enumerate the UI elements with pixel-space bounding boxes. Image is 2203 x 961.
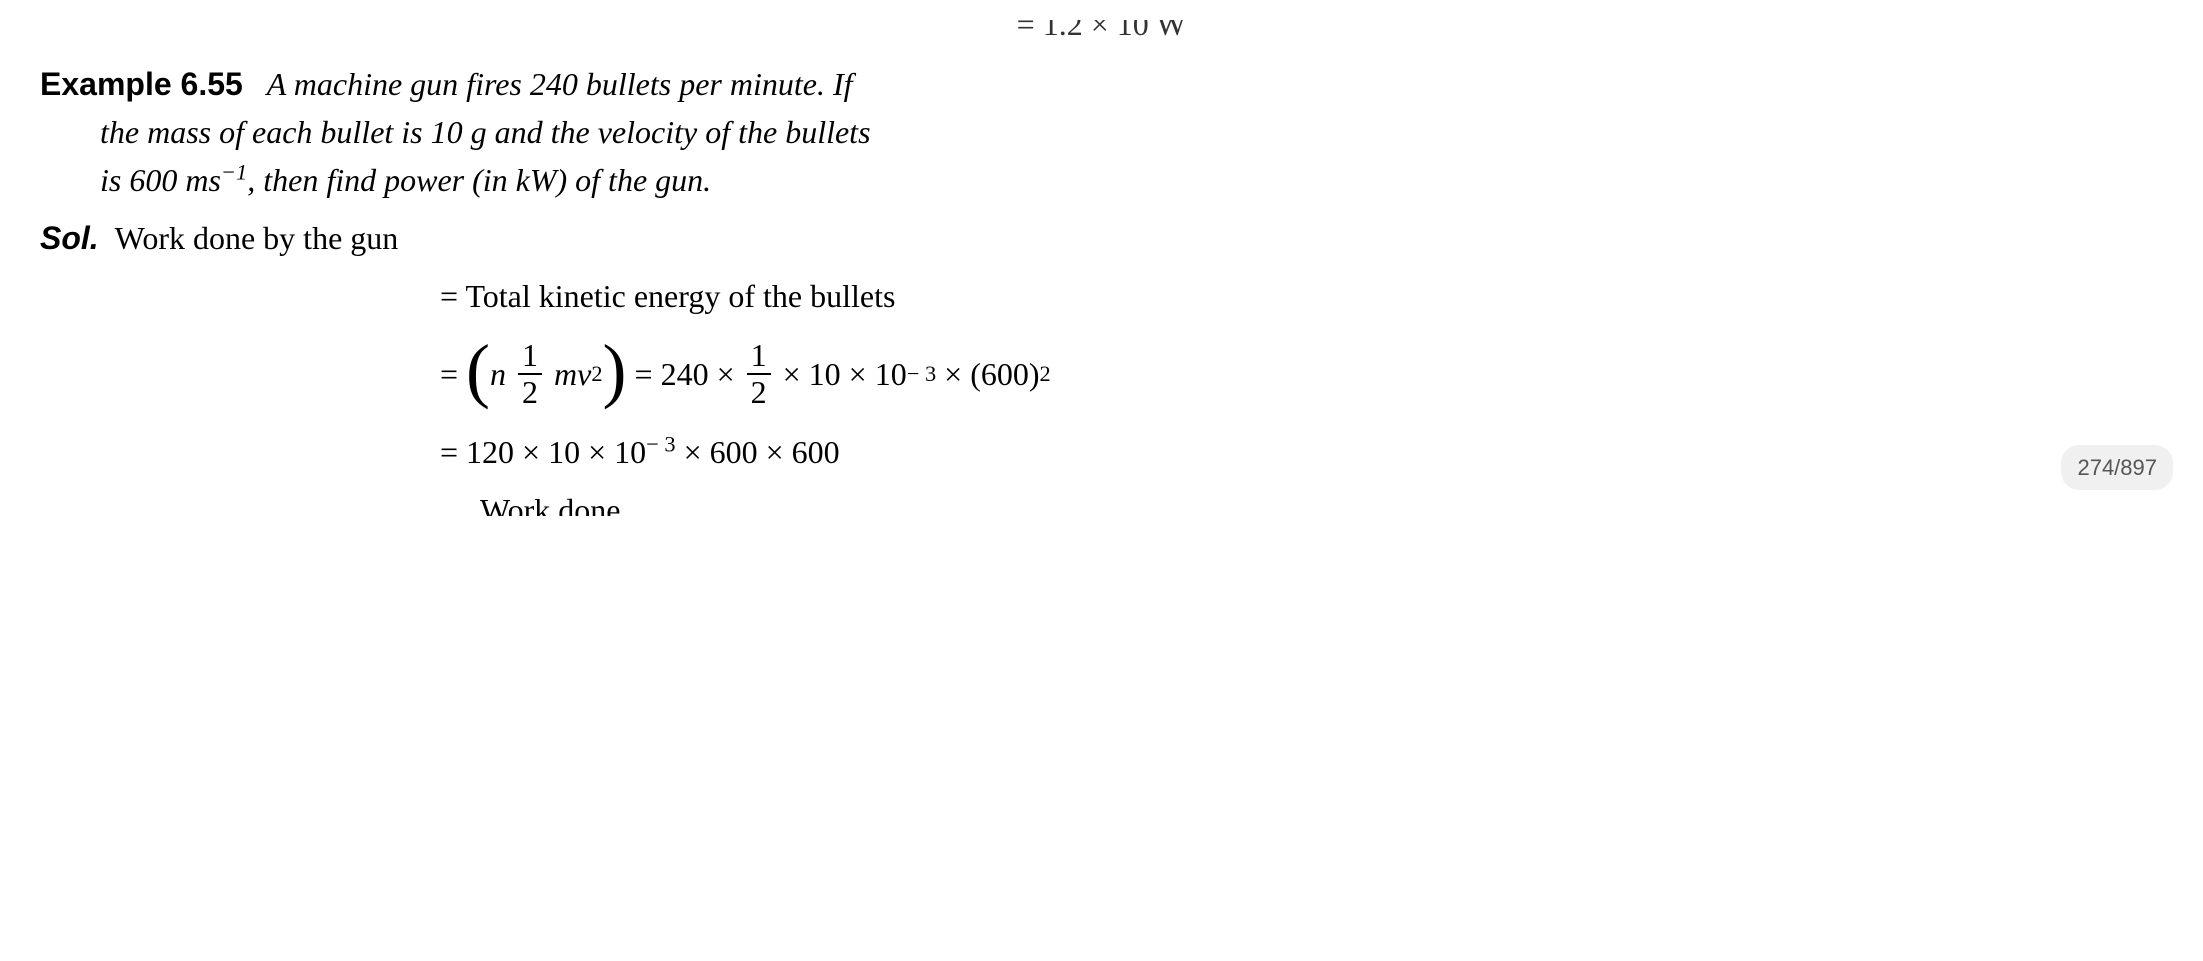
frac-den-2: 2 (747, 375, 771, 410)
problem-line3-pre: is 600 ms (100, 162, 221, 198)
example-label: Example 6.55 (40, 66, 243, 102)
page-indicator-badge: 274/897 (2061, 445, 2173, 490)
example-block: Example 6.55 A machine gun fires 240 bul… (40, 60, 2163, 204)
solution-line1: Work done by the gun (107, 220, 399, 256)
eq-space (709, 350, 717, 398)
eq-space (546, 350, 554, 398)
problem-line3-sup: −1 (221, 159, 247, 184)
equation-line-1: = Total kinetic energy of the bullets (40, 272, 2163, 320)
eq-space (801, 350, 809, 398)
solution-line1-text: Work done by the gun (115, 220, 399, 256)
times-2: × (783, 350, 801, 398)
equation-line-3: = 120 × 10 × 10− 3 × 600 × 600 (40, 428, 2163, 476)
eq3-pre: = 120 × 10 × 10 (440, 434, 646, 470)
eq-space (506, 350, 514, 398)
eq-space (458, 350, 466, 398)
problem-statement: Example 6.55 A machine gun fires 240 bul… (40, 60, 2163, 204)
var-n: n (490, 350, 506, 398)
eq-space (735, 350, 743, 398)
val-10b: 10 (875, 350, 907, 398)
eq3-post: × 600 × 600 (676, 434, 840, 470)
val-10a: 10 (809, 350, 841, 398)
frac-num-2: 1 (747, 338, 771, 375)
eq-space (627, 350, 635, 398)
val-600: (600) (970, 350, 1039, 398)
fraction-half-2: 1 2 (747, 338, 771, 410)
partial-top-text: = 1.2 × 10 W (40, 20, 2163, 40)
problem-line2: the mass of each bullet is 10 g and the … (100, 114, 871, 150)
eq-space (653, 350, 661, 398)
solution-block: Sol. Work done by the gun = Total kineti… (40, 214, 2163, 516)
eq-sign: = (440, 350, 458, 398)
fraction-half-1: 1 2 (518, 338, 542, 410)
problem-line3: is 600 ms−1, then find power (in kW) of … (100, 162, 711, 198)
problem-line1: A machine gun fires 240 bullets per minu… (251, 66, 853, 102)
equation-line-2: = ( n 1 2 mv2 ) = 240 × 1 2 × 10 × 10− 3 (40, 338, 2163, 410)
eq-space (867, 350, 875, 398)
partial-top-fragment: = 1.2 × 10 W (40, 20, 2163, 40)
times-1: × (717, 350, 735, 398)
times-3: × (849, 350, 867, 398)
frac-num: 1 (518, 338, 542, 375)
eq-space (962, 350, 970, 398)
problem-line3-post: , then find power (in kW) of the gun. (247, 162, 711, 198)
eq-sign-2: = (635, 350, 653, 398)
var-m: m (554, 350, 577, 398)
eq-space (775, 350, 783, 398)
eq3-sup: − 3 (646, 432, 675, 457)
partial-bottom-fragment: Work done (40, 486, 2163, 516)
partial-bottom-text: Work done (480, 492, 621, 516)
times-4: × (944, 350, 962, 398)
frac-den: 2 (518, 375, 542, 410)
eq-space (936, 350, 944, 398)
sol-label: Sol. (40, 220, 99, 256)
eq-space (841, 350, 849, 398)
problem-line1-text: A machine gun fires 240 bullets per minu… (267, 66, 853, 102)
val-240: 240 (661, 350, 709, 398)
solution-line1-row: Sol. Work done by the gun (40, 214, 2163, 262)
var-v: v (577, 350, 591, 398)
